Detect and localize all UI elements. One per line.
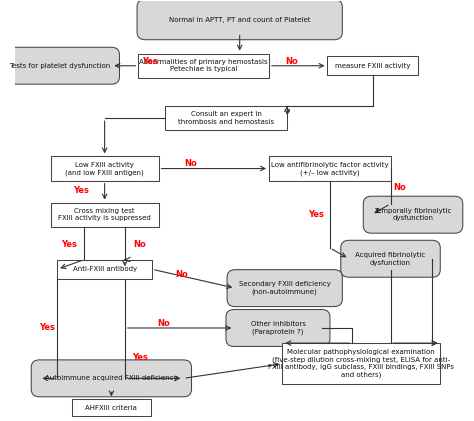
Text: Temporally fibrinolytic
dysfunction: Temporally fibrinolytic dysfunction [374, 208, 452, 221]
Text: Yes: Yes [308, 210, 324, 219]
FancyBboxPatch shape [226, 309, 330, 346]
Text: AHFXIII criteria: AHFXIII criteria [85, 405, 137, 411]
FancyBboxPatch shape [137, 0, 342, 40]
Text: Autoimmune acquired FXIII deficiency: Autoimmune acquired FXIII deficiency [45, 376, 178, 381]
Text: Yes: Yes [61, 240, 76, 248]
FancyBboxPatch shape [341, 240, 440, 277]
Text: Anti-FXIII antibody: Anti-FXIII antibody [73, 266, 137, 272]
Text: Yes: Yes [39, 323, 55, 333]
Text: Other inhibitors
(Paraprotein ?): Other inhibitors (Paraprotein ?) [251, 321, 305, 335]
FancyBboxPatch shape [72, 400, 151, 416]
Text: No: No [175, 270, 188, 279]
Text: Secondary FXIII deficiency
(non-autoimmune): Secondary FXIII deficiency (non-autoimmu… [239, 281, 331, 295]
Text: Low antifibrinolytic factor activity
(+/– low activity): Low antifibrinolytic factor activity (+/… [271, 162, 389, 176]
FancyBboxPatch shape [51, 203, 159, 227]
Text: Cross mixing test
FXIII activity is suppressed: Cross mixing test FXIII activity is supp… [58, 208, 151, 221]
Text: Yes: Yes [132, 353, 148, 362]
FancyBboxPatch shape [227, 270, 342, 306]
Text: No: No [184, 160, 197, 168]
Text: Yes: Yes [73, 186, 89, 195]
Text: No: No [157, 319, 170, 328]
FancyBboxPatch shape [51, 156, 159, 181]
Text: No: No [133, 240, 146, 248]
Text: Normal in APTT, PT and count of Platelet: Normal in APTT, PT and count of Platelet [169, 16, 310, 23]
Text: No: No [393, 183, 406, 192]
Text: measure FXIII activity: measure FXIII activity [335, 63, 410, 69]
FancyBboxPatch shape [328, 56, 418, 75]
Text: No: No [285, 56, 298, 66]
Text: Abnormalities of primary hemostasis
Petechiae is typical: Abnormalities of primary hemostasis Pete… [139, 59, 268, 72]
Text: Acquired fibrinolytic
dysfunction: Acquired fibrinolytic dysfunction [356, 252, 426, 266]
FancyBboxPatch shape [31, 360, 191, 397]
FancyBboxPatch shape [283, 343, 440, 384]
FancyBboxPatch shape [57, 260, 152, 279]
Text: Low FXIII activity
(and low FXIII antigen): Low FXIII activity (and low FXIII antige… [65, 162, 144, 176]
Text: Consult an expert in
thrombosis and hemostasis: Consult an expert in thrombosis and hemo… [178, 112, 274, 125]
FancyBboxPatch shape [165, 106, 287, 131]
FancyBboxPatch shape [0, 47, 119, 84]
FancyBboxPatch shape [363, 196, 463, 233]
Text: Tests for platelet dysfunction: Tests for platelet dysfunction [9, 63, 110, 69]
Text: Yes: Yes [142, 56, 157, 66]
FancyBboxPatch shape [138, 53, 269, 78]
Text: Molecular pathophysiological examination
(five-step dilution cross-mixing test, : Molecular pathophysiological examination… [268, 349, 454, 378]
FancyBboxPatch shape [269, 156, 391, 181]
